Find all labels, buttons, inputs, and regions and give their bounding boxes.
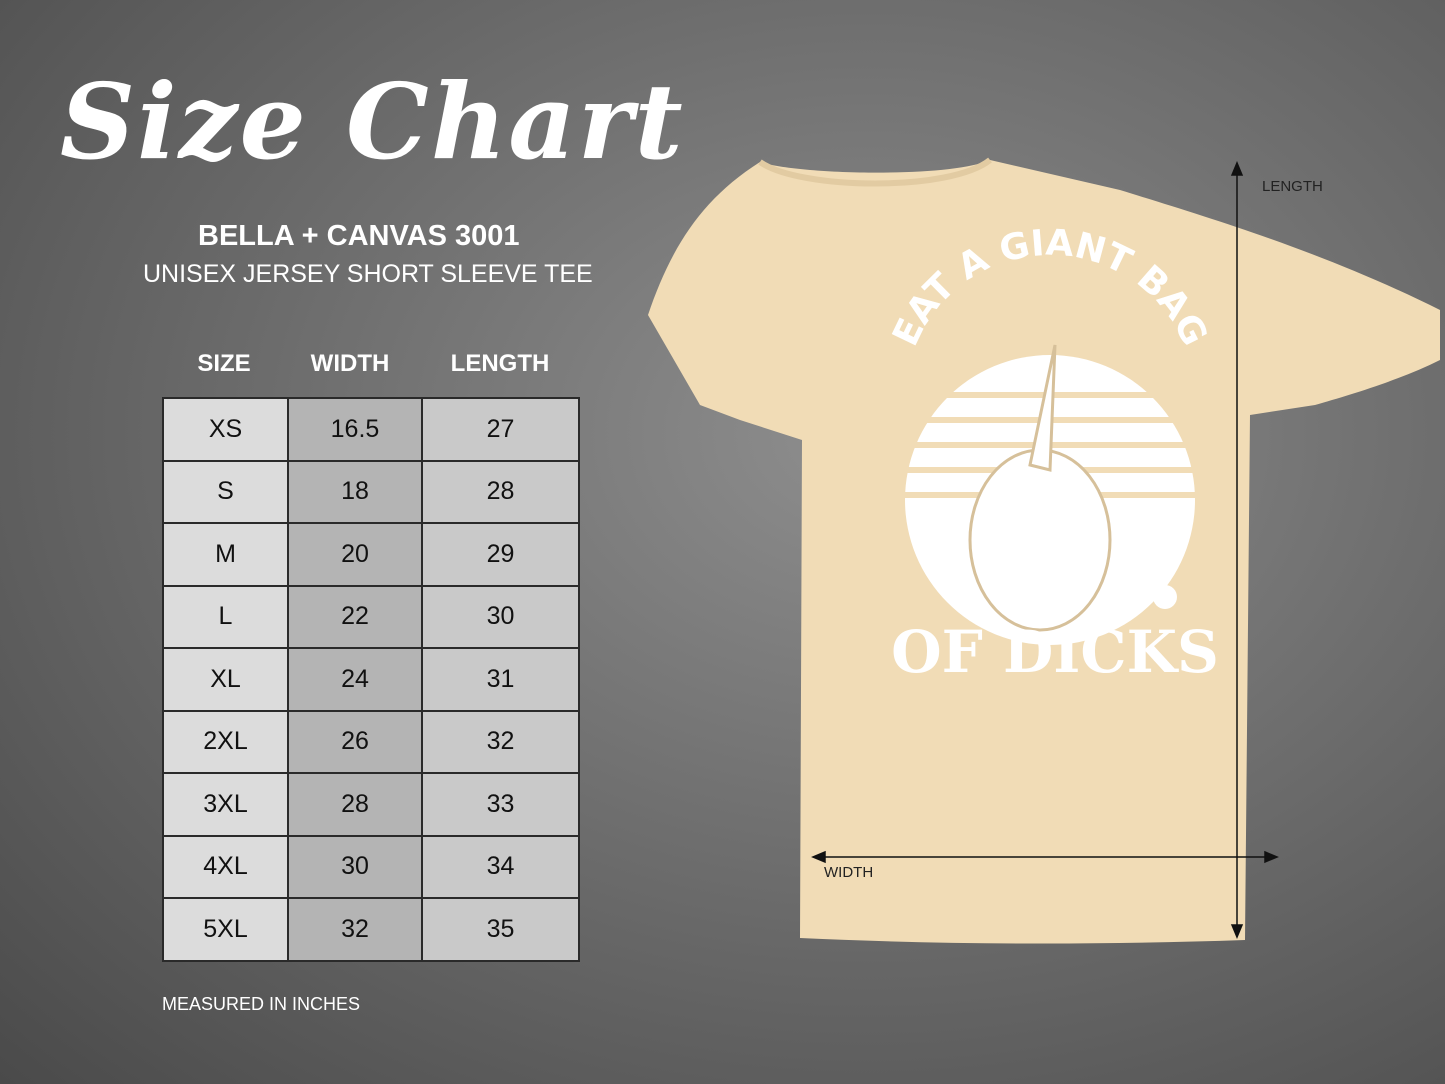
size-row: 2XL 26 32 [162, 709, 580, 774]
size-row: 3XL 28 33 [162, 772, 580, 837]
header-width: WIDTH [310, 350, 390, 377]
width-cell: 22 [287, 584, 423, 649]
size-cell: 2XL [162, 709, 289, 774]
header-size: SIZE [197, 350, 251, 377]
length-cell: 30 [421, 584, 580, 649]
length-cell: 27 [421, 397, 580, 462]
length-label: LENGTH [1262, 178, 1323, 195]
size-row: M 20 29 [162, 522, 580, 587]
width-cell: 32 [287, 897, 423, 962]
width-cell: 26 [287, 709, 423, 774]
length-cell: 34 [421, 834, 580, 899]
size-row: L 22 30 [162, 584, 580, 649]
size-cell: XL [162, 647, 289, 712]
size-cell: S [162, 459, 289, 524]
product-subtitle: UNISEX JERSEY SHORT SLEEVE TEE [143, 260, 593, 288]
length-cell: 32 [421, 709, 580, 774]
size-cell: M [162, 522, 289, 587]
width-cell: 24 [287, 647, 423, 712]
length-cell: 28 [421, 459, 580, 524]
width-arrow [811, 850, 1279, 864]
size-cell: 3XL [162, 772, 289, 837]
size-row: XS 16.5 27 [162, 397, 580, 462]
units-note: MEASURED IN INCHES [162, 994, 361, 1014]
length-cell: 31 [421, 647, 580, 712]
unicorn-horn [1028, 344, 1057, 472]
collar [758, 157, 992, 187]
size-table: XS 16.5 27 S 18 28 M 20 29 L 22 30 XL 24 31 2XL 26 32 3XL 2… [162, 397, 580, 962]
width-cell: 18 [287, 459, 423, 524]
size-chart-title: Size Chart [60, 60, 685, 183]
width-cell: 30 [287, 834, 423, 899]
length-arrow [1230, 161, 1244, 939]
width-cell: 16.5 [287, 397, 423, 462]
size-row: S 18 28 [162, 459, 580, 524]
length-cell: 29 [421, 522, 580, 587]
size-cell: 4XL [162, 834, 289, 899]
size-cell: XS [162, 397, 289, 462]
size-cell: 5XL [162, 897, 289, 962]
graphic-bottom-text: OF DICKS [891, 618, 1219, 686]
length-cell: 33 [421, 772, 580, 837]
unicorn-head [968, 448, 1112, 632]
size-row: XL 24 31 [162, 647, 580, 712]
artist-logo [1153, 585, 1177, 609]
size-row: 4XL 30 34 [162, 834, 580, 899]
width-cell: 28 [287, 772, 423, 837]
header-length: LENGTH [450, 350, 550, 377]
size-cell: L [162, 584, 289, 649]
width-label: WIDTH [824, 864, 874, 881]
brand-model: BELLA + CANVAS 3001 [198, 220, 520, 252]
size-row: 5XL 32 35 [162, 897, 580, 962]
width-cell: 20 [287, 522, 423, 587]
length-cell: 35 [421, 897, 580, 962]
